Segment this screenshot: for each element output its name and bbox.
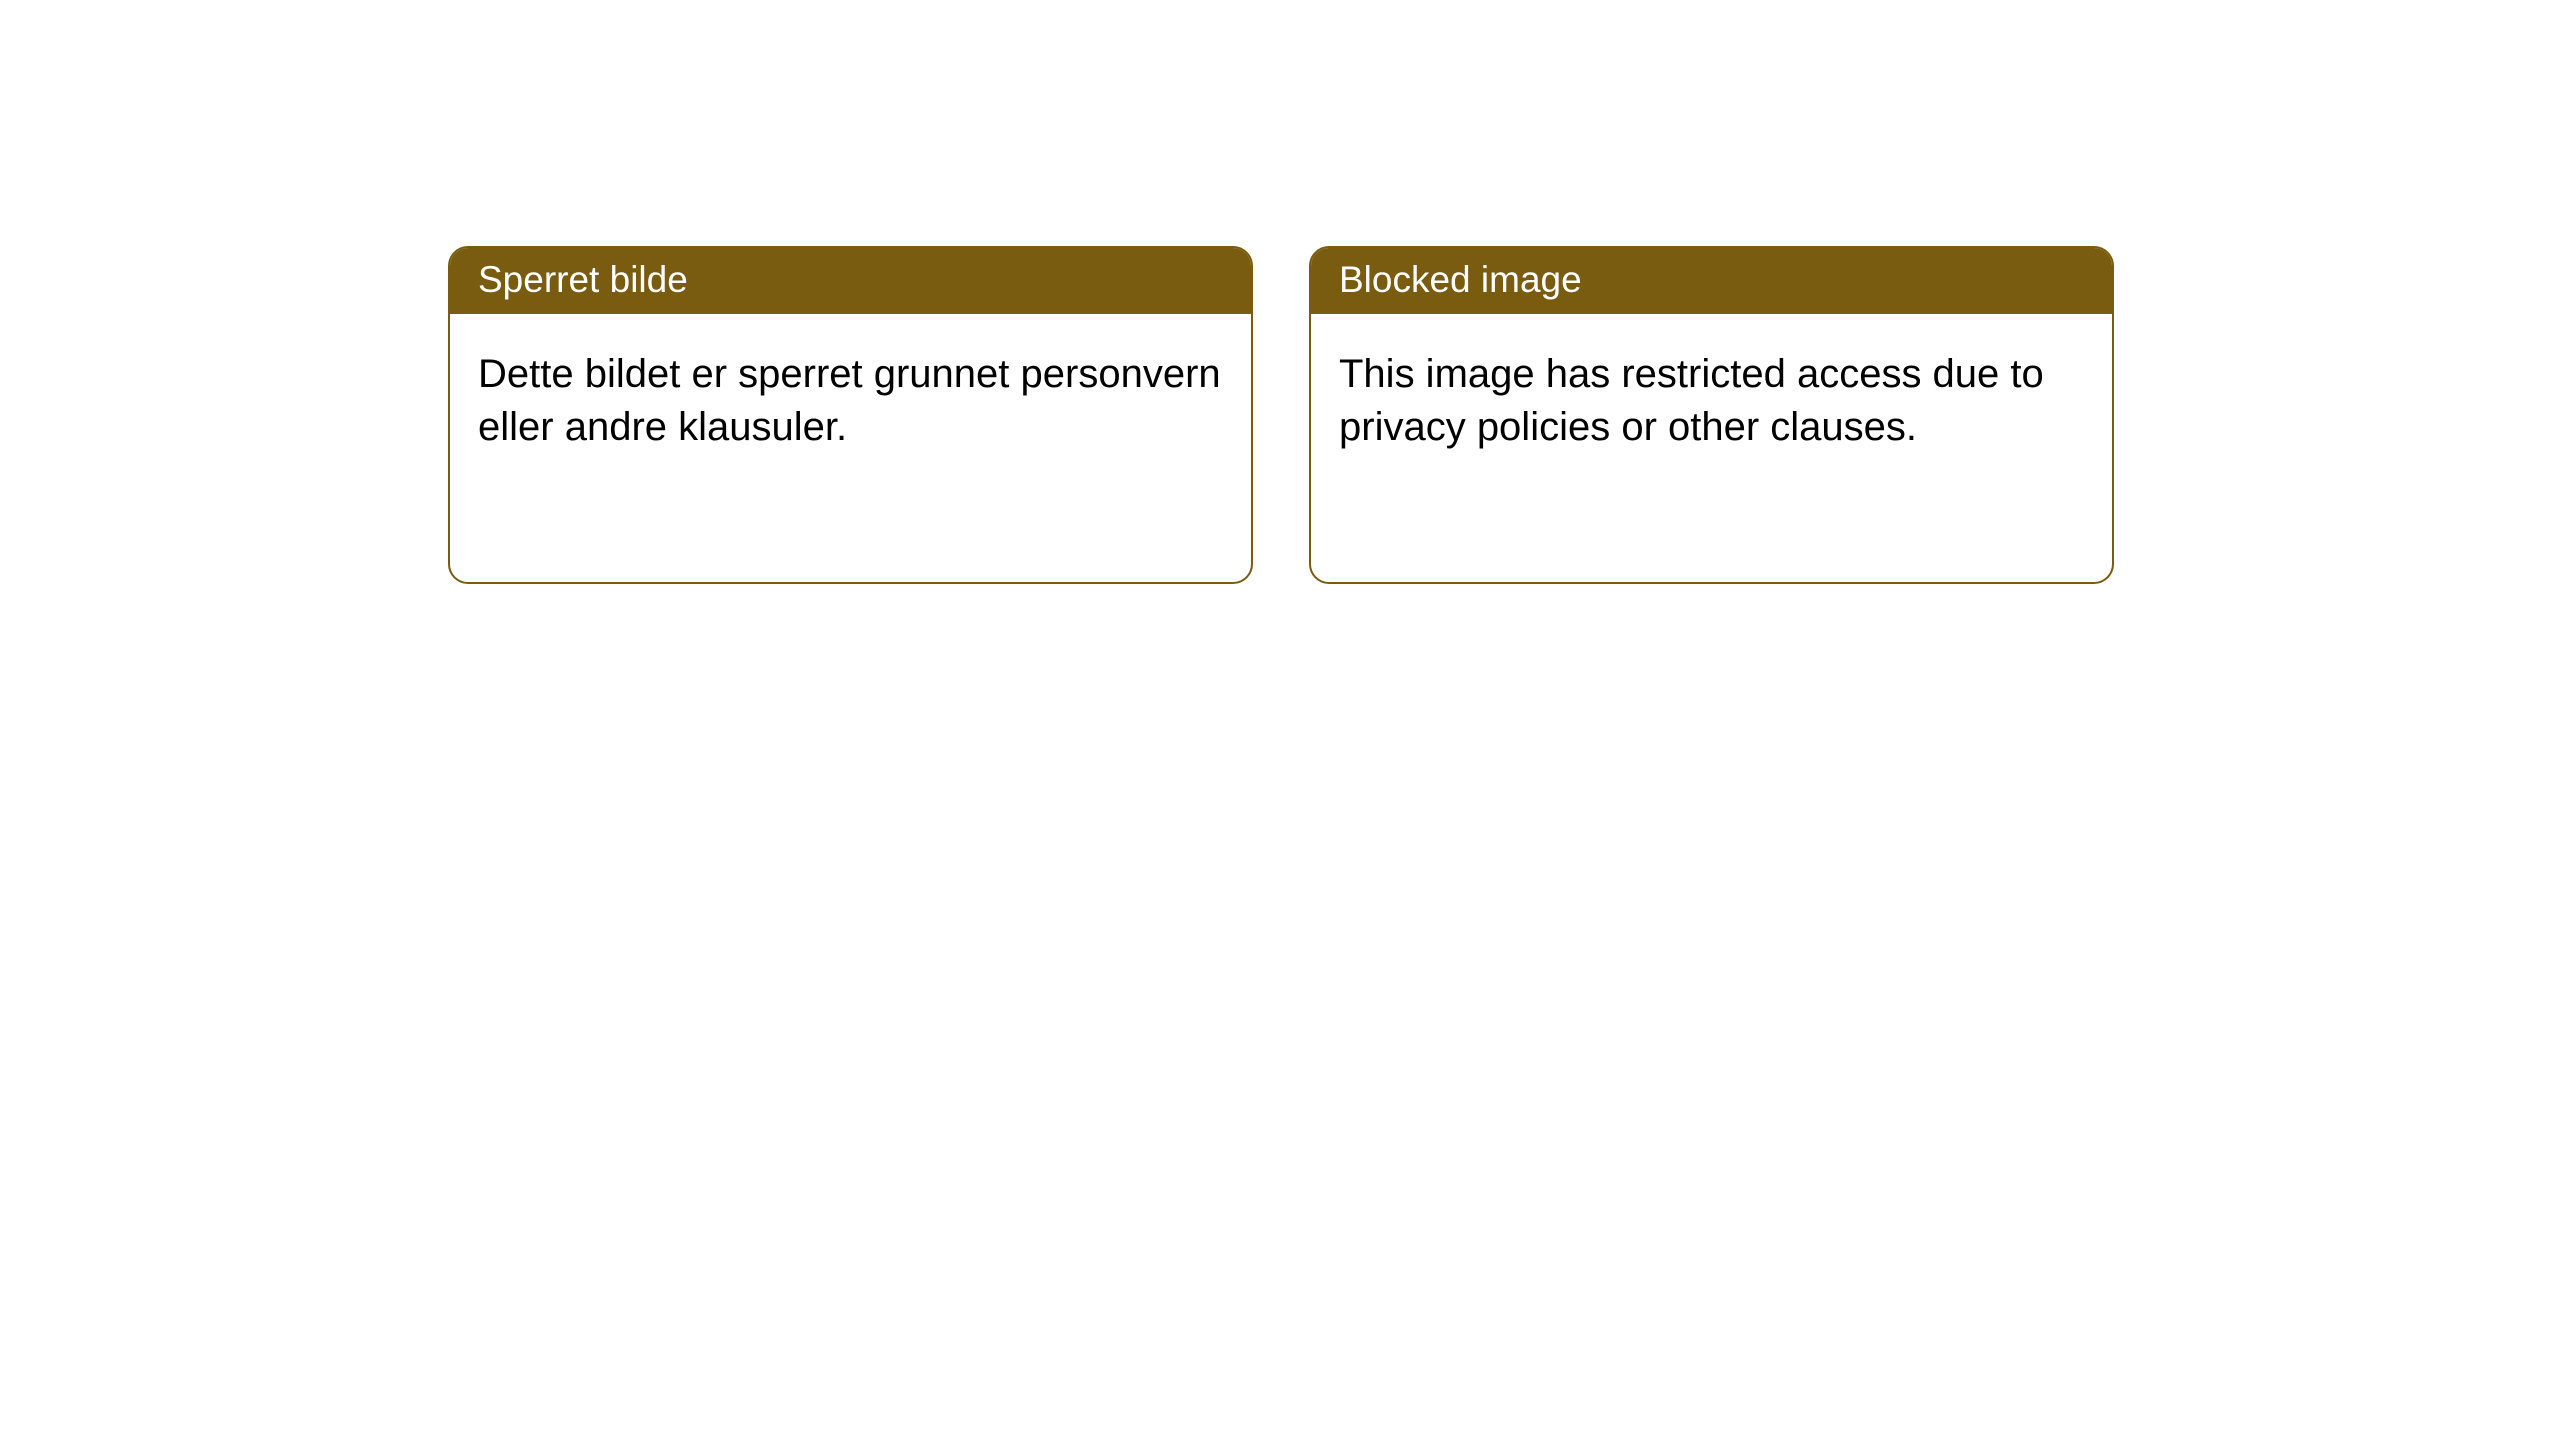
notice-body: This image has restricted access due to … (1311, 314, 2112, 488)
notice-header: Blocked image (1311, 248, 2112, 314)
notice-card-norwegian: Sperret bilde Dette bildet er sperret gr… (448, 246, 1253, 584)
notice-card-english: Blocked image This image has restricted … (1309, 246, 2114, 584)
notice-header: Sperret bilde (450, 248, 1251, 314)
notice-body: Dette bildet er sperret grunnet personve… (450, 314, 1251, 488)
notice-container: Sperret bilde Dette bildet er sperret gr… (0, 0, 2560, 584)
